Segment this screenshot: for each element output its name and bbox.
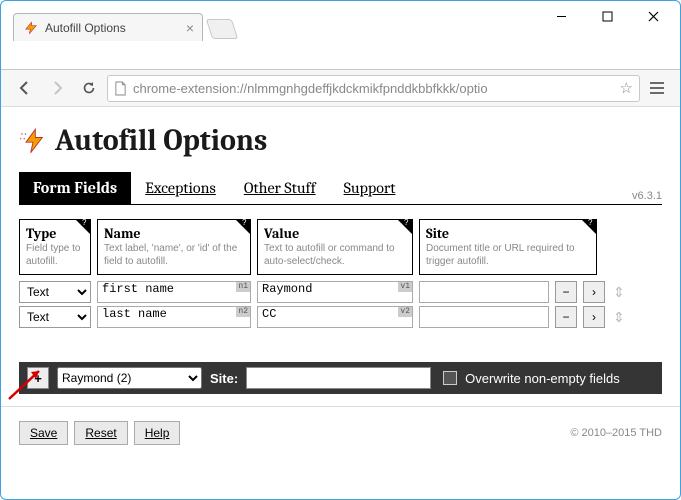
move-row-button[interactable]: › — [583, 306, 605, 328]
help-icon[interactable] — [236, 220, 250, 234]
table-row: Text last namen2 CCv2 −› ⇕ — [19, 306, 662, 328]
tab-exceptions[interactable]: Exceptions — [131, 172, 230, 204]
name-input[interactable]: last namen2 — [97, 306, 251, 328]
page-icon — [114, 81, 127, 96]
remove-row-button[interactable]: − — [555, 306, 577, 328]
site-input[interactable] — [419, 281, 549, 303]
overwrite-label: Overwrite non-empty fields — [465, 371, 620, 386]
move-row-button[interactable]: › — [583, 281, 605, 303]
bolt-icon — [24, 21, 38, 35]
back-button[interactable] — [11, 74, 39, 102]
profile-bar: + Raymond (2) Site: Overwrite non-empty … — [19, 362, 662, 394]
col-name: NameText label, 'name', or 'id' of the f… — [97, 219, 251, 275]
reload-button[interactable] — [75, 74, 103, 102]
col-type: TypeField type to autofill. — [19, 219, 91, 275]
site-input[interactable] — [419, 306, 549, 328]
page-tabs: Form Fields Exceptions Other Stuff Suppo… — [19, 172, 662, 205]
bookmark-icon[interactable]: ☆ — [620, 79, 633, 97]
help-icon[interactable] — [582, 220, 596, 234]
bolt-icon — [19, 127, 47, 155]
forward-button[interactable] — [43, 74, 71, 102]
type-select[interactable]: Text — [19, 306, 91, 328]
site-label: Site: — [210, 371, 238, 386]
profile-select[interactable]: Raymond (2) — [57, 367, 202, 389]
name-input[interactable]: first namen1 — [97, 281, 251, 303]
address-url: chrome-extension://nlmmgnhgdeffjkdckmikf… — [133, 81, 616, 96]
remove-row-button[interactable]: − — [555, 281, 577, 303]
browser-menu-button[interactable] — [644, 75, 670, 101]
col-site: SiteDocument title or URL required to tr… — [419, 219, 597, 275]
value-input[interactable]: CCv2 — [257, 306, 413, 328]
browser-tab[interactable]: Autofill Options × — [13, 13, 203, 41]
version-label: v6.3.1 — [632, 190, 662, 202]
tab-support[interactable]: Support — [330, 172, 410, 204]
tab-form-fields[interactable]: Form Fields — [19, 172, 131, 204]
close-window-button[interactable] — [630, 2, 676, 30]
maximize-button[interactable] — [584, 2, 630, 30]
overwrite-checkbox[interactable] — [443, 371, 457, 385]
address-bar[interactable]: chrome-extension://nlmmgnhgdeffjkdckmikf… — [107, 75, 640, 102]
help-icon[interactable] — [76, 220, 90, 234]
new-tab-button[interactable] — [206, 19, 238, 39]
table-row: Text first namen1 Raymondv1 −› ⇕ — [19, 281, 662, 303]
annotation-arrow-icon — [5, 363, 53, 403]
tab-other-stuff[interactable]: Other Stuff — [230, 172, 330, 204]
help-button[interactable]: Help — [134, 421, 181, 445]
footer: Save Reset Help © 2010–2015 THD — [1, 406, 680, 459]
browser-tab-title: Autofill Options — [45, 21, 126, 35]
drag-handle-icon[interactable]: ⇕ — [613, 309, 625, 326]
site-filter-input[interactable] — [246, 367, 431, 389]
value-input[interactable]: Raymondv1 — [257, 281, 413, 303]
copyright: © 2010–2015 THD — [570, 427, 662, 439]
minimize-button[interactable] — [538, 2, 584, 30]
col-value: ValueText to autofill or command to auto… — [257, 219, 413, 275]
help-icon[interactable] — [398, 220, 412, 234]
close-tab-icon[interactable]: × — [186, 20, 194, 36]
rules-table: Text first namen1 Raymondv1 −› ⇕ Text last nam… — [19, 281, 662, 328]
page-title: Autofill Options — [19, 123, 662, 158]
page-title-text: Autofill Options — [55, 123, 267, 158]
column-headers: TypeField type to autofill. NameText lab… — [19, 219, 662, 275]
save-button[interactable]: Save — [19, 421, 68, 445]
reset-button[interactable]: Reset — [74, 421, 127, 445]
browser-tab-strip: Autofill Options × — [1, 11, 235, 41]
drag-handle-icon[interactable]: ⇕ — [613, 284, 625, 301]
type-select[interactable]: Text — [19, 281, 91, 303]
address-bar-row: chrome-extension://nlmmgnhgdeffjkdckmikf… — [1, 69, 680, 107]
